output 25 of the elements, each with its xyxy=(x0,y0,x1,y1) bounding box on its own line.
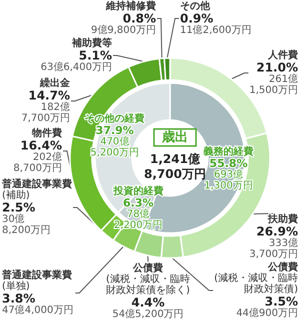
data-label: 16.4% 202億 8,700万円 xyxy=(13,138,62,174)
data-label: 5.1% 63億6,400万円 xyxy=(40,48,112,73)
slice-label: 公債費 (減税・減収・臨時財政対策債) xyxy=(214,261,298,295)
data-label: 26.9% 333億 3,700万円 xyxy=(249,224,298,260)
slice-label: 人件費 xyxy=(267,49,298,61)
slice-label: その他 xyxy=(180,0,211,12)
slice-label: 維持補修費 xyxy=(105,0,156,12)
data-label: 14.7% 182億 7,700万円 xyxy=(21,88,70,124)
slice-label: 繰出金 xyxy=(39,77,71,89)
data-label: 3.5% 44億900万円 xyxy=(236,294,298,319)
data-label: 37.9% 470億 5,200万円 xyxy=(90,124,140,158)
data-label: 0.8% 9億9,800万円 xyxy=(91,12,156,36)
slice-label: 普通建設事業費 (補助) xyxy=(1,178,72,201)
data-label: 2.5% 30億 8,200万円 xyxy=(2,200,51,236)
data-label: 0.9% 11億2,600万円 xyxy=(180,12,252,36)
data-label: 4.4% 54億5,200万円 xyxy=(112,296,184,320)
data-label: 21.0% 261億 1,500万円 xyxy=(249,60,298,96)
text: 歳出 xyxy=(161,130,188,145)
slice-label: 物件費 xyxy=(31,127,62,139)
slice-label: 補助費等 xyxy=(71,37,112,49)
data-label: 3.8% 47億4,000万円 xyxy=(2,292,74,316)
slice-label: 投資的経費 xyxy=(112,184,164,197)
slice-label: 公債費 (減税・減収・臨時財政対策債を除く) xyxy=(106,262,190,296)
slice-label: 扶助費 xyxy=(267,213,298,225)
slice-label: 普通建設事業費 (単独) xyxy=(1,269,72,292)
